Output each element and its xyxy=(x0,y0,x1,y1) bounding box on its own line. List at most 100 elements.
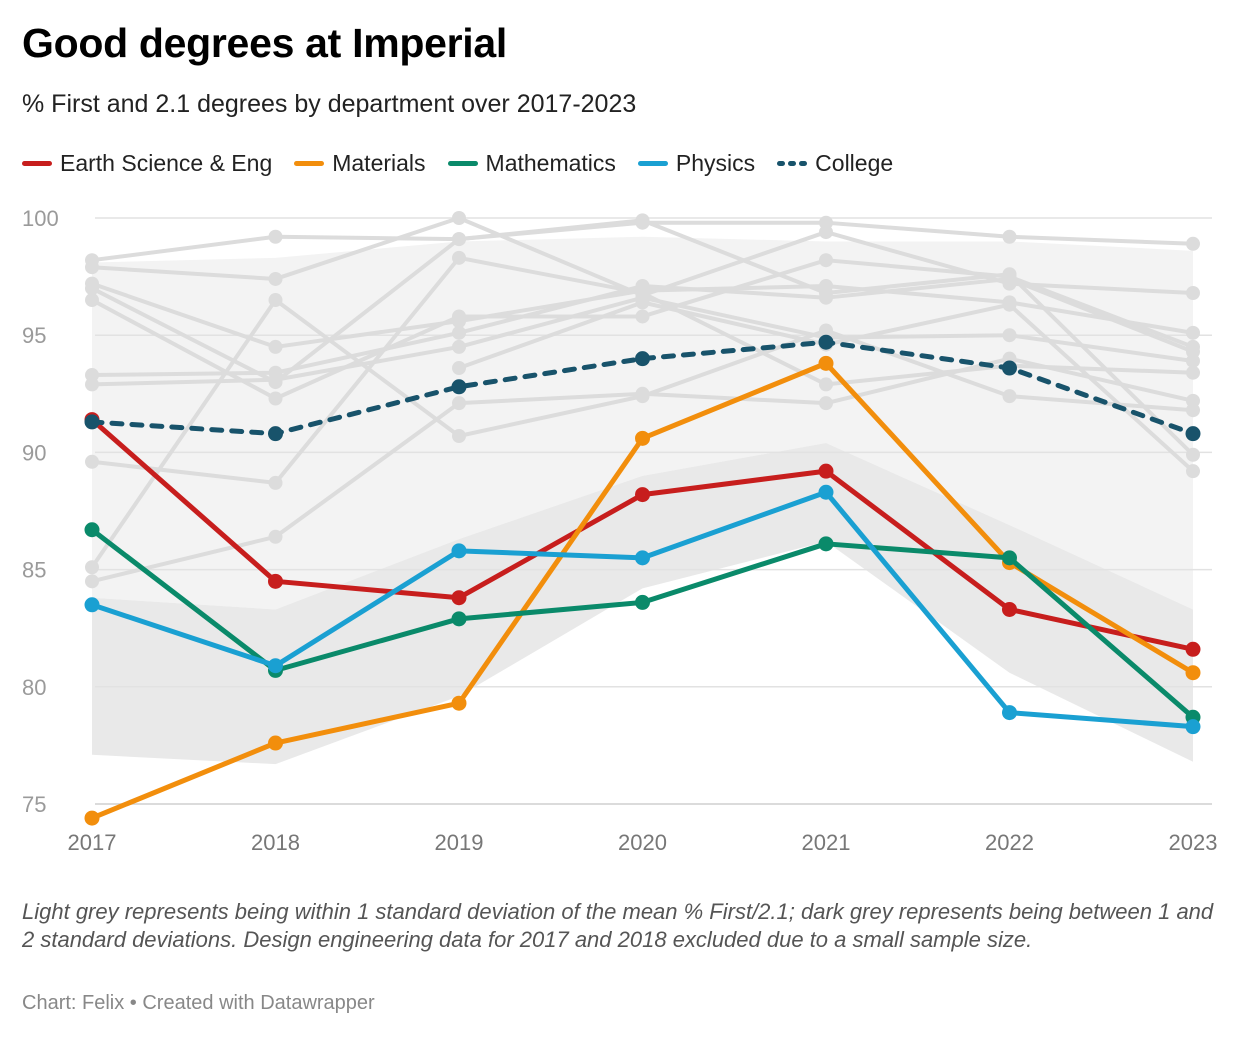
series-point-earth-science-eng-2018 xyxy=(268,573,283,589)
series-point-college-2022 xyxy=(1002,360,1017,376)
bg-point-0-6 xyxy=(1186,236,1200,251)
x-tick-label-2017: 2017 xyxy=(68,830,117,855)
bg-point-2-1 xyxy=(268,339,283,354)
series-point-physics-2019 xyxy=(451,543,467,559)
bg-point-0-5 xyxy=(1002,229,1017,244)
std-dev-bands xyxy=(92,236,1193,765)
bg-point-6-6 xyxy=(1186,365,1200,380)
legend-swatch-earth-science xyxy=(22,161,52,166)
series-point-mathematics-2021 xyxy=(818,536,834,552)
chart-subtitle: % First and 2.1 degrees by department ov… xyxy=(22,90,637,118)
bg-point-7-4 xyxy=(819,323,833,338)
series-point-earth-science-eng-2020 xyxy=(635,487,650,503)
legend-swatch-materials xyxy=(294,161,325,166)
x-tick-label-2021: 2021 xyxy=(802,830,851,855)
bg-point-1-0 xyxy=(85,260,99,275)
legend-item-physics: Physics xyxy=(637,150,755,177)
series-point-physics-2020 xyxy=(635,550,650,566)
bg-point-5-5 xyxy=(1002,328,1017,343)
bg-point-9-3 xyxy=(635,213,650,228)
bg-point-9-5 xyxy=(1002,267,1017,282)
bg-point-9-0 xyxy=(85,281,99,296)
legend-label-college: College xyxy=(815,150,894,176)
legend-swatch-mathematics xyxy=(447,161,478,166)
legend-item-mathematics: Mathematics xyxy=(447,150,616,177)
series-point-mathematics-2020 xyxy=(635,594,650,610)
bg-point-8-3 xyxy=(635,386,650,401)
series-point-earth-science-eng-2023 xyxy=(1185,641,1201,657)
series-point-earth-science-eng-2022 xyxy=(1002,601,1017,617)
series-point-physics-2018 xyxy=(268,658,283,674)
bg-point-9-2 xyxy=(452,232,466,247)
chart-credit: Chart: Felix • Created with Datawrapper xyxy=(22,992,375,1014)
bg-point-7-2 xyxy=(452,428,466,443)
series-point-college-2019 xyxy=(451,379,467,395)
series-point-physics-2022 xyxy=(1002,705,1017,721)
legend-swatch-college xyxy=(777,161,808,166)
legend-item-college: College xyxy=(777,150,893,177)
bg-point-9-4 xyxy=(819,286,833,301)
bg-point-2-6 xyxy=(1186,325,1200,340)
bg-point-1-1 xyxy=(268,271,283,286)
series-point-mathematics-2019 xyxy=(451,611,467,627)
bg-point-3-3 xyxy=(635,309,650,324)
bg-point-8-1 xyxy=(268,529,283,544)
bg-point-4-2 xyxy=(452,325,466,340)
series-point-earth-science-eng-2019 xyxy=(451,590,467,606)
bg-point-8-0 xyxy=(85,574,99,589)
bg-point-3-1 xyxy=(268,391,283,406)
bg-point-6-0 xyxy=(85,454,99,469)
chart-title: Good degrees at Imperial xyxy=(22,20,507,66)
bg-point-7-1 xyxy=(268,293,283,308)
bg-point-8-2 xyxy=(452,396,466,411)
bg-point-1-4 xyxy=(819,225,833,240)
series-point-materials-2019 xyxy=(451,695,467,711)
y-tick-label-75: 75 xyxy=(22,792,46,817)
y-tick-label-100: 100 xyxy=(22,206,59,231)
bg-point-1-2 xyxy=(452,211,466,225)
bg-point-1-6 xyxy=(1186,286,1200,301)
x-tick-label-2018: 2018 xyxy=(251,830,300,855)
bg-point-10-2 xyxy=(452,361,466,376)
series-point-college-2023 xyxy=(1185,426,1201,442)
y-tick-label-95: 95 xyxy=(22,323,46,348)
series-point-physics-2017 xyxy=(84,597,100,613)
y-tick-label-80: 80 xyxy=(22,675,46,700)
bg-point-0-1 xyxy=(268,229,283,244)
x-axis: 2017 2018 2019 2020 2021 2022 2023 xyxy=(68,830,1218,855)
series-point-physics-2023 xyxy=(1185,719,1201,735)
bg-point-9-6 xyxy=(1186,447,1200,462)
series-point-materials-2018 xyxy=(268,735,283,751)
series-point-earth-science-eng-2021 xyxy=(818,463,834,479)
series-point-college-2020 xyxy=(635,351,650,367)
y-tick-label-85: 85 xyxy=(22,558,46,583)
bg-point-3-0 xyxy=(85,293,99,308)
series-point-materials-2023 xyxy=(1185,665,1201,681)
series-point-materials-2021 xyxy=(818,355,834,371)
band-within-1-sd xyxy=(92,236,1193,610)
bg-point-9-1 xyxy=(268,375,283,390)
bg-point-8-6 xyxy=(1186,393,1200,408)
series-point-materials-2020 xyxy=(635,430,650,446)
series-point-college-2021 xyxy=(818,334,834,350)
series-point-materials-2017 xyxy=(84,810,100,826)
legend-label-materials: Materials xyxy=(332,150,426,176)
x-tick-label-2022: 2022 xyxy=(985,830,1034,855)
series-point-college-2017 xyxy=(84,414,100,430)
x-tick-label-2023: 2023 xyxy=(1169,830,1218,855)
bg-point-7-5 xyxy=(1002,389,1017,404)
bg-point-10-3 xyxy=(635,295,650,310)
bg-point-7-0 xyxy=(85,560,99,575)
legend-swatch-physics xyxy=(637,161,668,166)
series-point-physics-2021 xyxy=(818,484,834,500)
legend: Earth Science & Eng Materials Mathematic… xyxy=(22,150,915,177)
band-1-to-2-sd xyxy=(92,443,1193,765)
bg-point-6-1 xyxy=(268,475,283,490)
bg-point-3-4 xyxy=(819,253,833,268)
bg-point-5-6 xyxy=(1186,353,1200,368)
bg-point-6-2 xyxy=(452,250,466,265)
highlighted-series xyxy=(84,334,1201,826)
bg-point-10-6 xyxy=(1186,464,1200,479)
legend-item-earth-science: Earth Science & Eng xyxy=(22,150,272,177)
